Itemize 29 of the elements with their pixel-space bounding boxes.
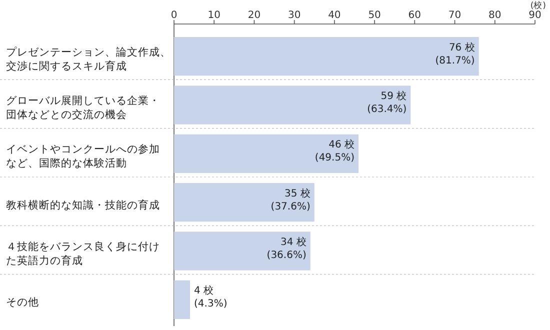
y-tick-label: プレゼンテーション、論文作成、交渉に関するスキル育成 (6, 45, 171, 72)
x-tick-label: 0 (170, 10, 178, 21)
x-tick-label: 80 (488, 10, 502, 21)
x-tick-label: 60 (408, 10, 422, 21)
bar (174, 37, 479, 76)
x-tick-label: 70 (448, 10, 462, 21)
x-tick-label: 40 (328, 10, 341, 21)
bar (174, 232, 310, 270)
x-axis-title: (校) (530, 0, 546, 11)
data-label: 4 校 (4.3%) (194, 284, 228, 310)
y-tick-label: グローバル展開している企業・団体などとの交流の機会 (6, 95, 160, 121)
y-tick-label: その他 (6, 296, 39, 309)
data-label: 35 校 (37.6%) (270, 187, 310, 212)
y-tick-label: ４技能をバランス良く身に付けた英語力の育成 (6, 240, 160, 267)
bar (174, 134, 359, 173)
bar (174, 280, 190, 319)
x-tick-label: 50 (368, 10, 381, 21)
x-tick-label: 90 (528, 10, 542, 21)
data-label: 76 校 (81.7%) (435, 41, 475, 66)
data-label: 34 校 (36.6%) (266, 236, 306, 261)
bar (174, 86, 411, 124)
x-tick-label: 20 (248, 10, 261, 21)
x-tick-label: 10 (208, 10, 220, 21)
data-label: 59 校 (63.4%) (367, 90, 407, 115)
bar (174, 183, 314, 222)
data-label: 46 校 (49.5%) (314, 138, 355, 164)
y-tick-label: イベントやコンクールへの参加など、国際的な体験活動 (6, 142, 160, 170)
y-tick-label: 教科横断的な知識・技能の育成 (6, 198, 160, 212)
x-tick-label: 30 (288, 10, 301, 21)
